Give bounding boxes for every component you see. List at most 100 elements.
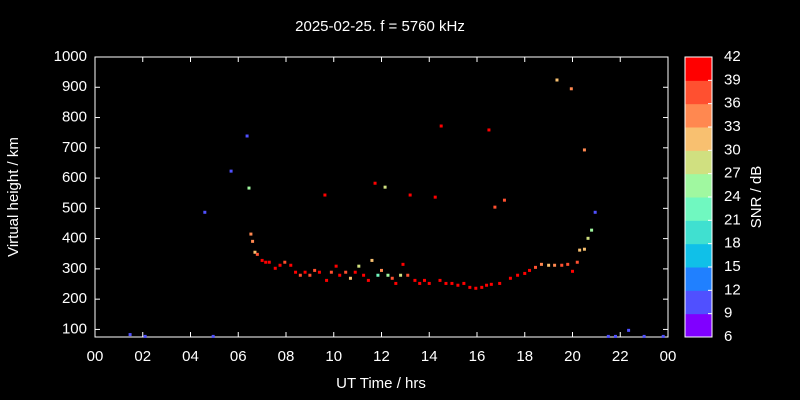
point [278, 263, 282, 267]
y-tick-label: 800 [62, 109, 87, 126]
point [255, 252, 259, 256]
point [334, 264, 338, 268]
colorbar-tick-label: 6 [724, 328, 732, 345]
point [586, 236, 590, 240]
point [143, 334, 147, 338]
point [338, 273, 342, 277]
point [444, 281, 448, 285]
point [264, 260, 268, 264]
point [401, 262, 405, 266]
point [408, 193, 412, 197]
point [566, 262, 570, 266]
point [323, 193, 327, 197]
point [348, 276, 352, 280]
point [247, 186, 251, 190]
colorbar-band [685, 103, 712, 128]
x-axis-label: UT Time / hrs [336, 375, 426, 392]
point [468, 285, 472, 289]
x-tick-label: 14 [421, 348, 438, 365]
colorbar-tick-label: 12 [724, 281, 741, 298]
point [642, 334, 646, 338]
point [344, 270, 348, 274]
point [390, 276, 394, 280]
point [362, 273, 366, 277]
point [613, 334, 617, 338]
point [590, 228, 594, 232]
x-tick-label: 04 [182, 348, 199, 365]
point [353, 270, 357, 274]
point [438, 278, 442, 282]
point [308, 273, 312, 277]
point [508, 276, 512, 280]
x-tick-label: 10 [325, 348, 342, 365]
point [294, 270, 298, 274]
x-tick-label: 16 [469, 348, 486, 365]
point [373, 181, 377, 185]
y-tick-label: 1000 [54, 48, 87, 65]
colorbar-band [685, 290, 712, 315]
colorbar-tick-label: 36 [724, 95, 741, 112]
point [547, 263, 551, 267]
point [487, 128, 491, 132]
colorbar-tick-label: 24 [724, 188, 741, 205]
point [493, 205, 497, 209]
colorbar-tick-label: 33 [724, 118, 741, 135]
point [528, 268, 532, 272]
point [582, 148, 586, 152]
point [606, 334, 610, 338]
point [560, 263, 564, 267]
y-tick-label: 400 [62, 230, 87, 247]
y-tick-label: 700 [62, 139, 87, 156]
colorbar-band [685, 197, 712, 221]
point [539, 262, 543, 266]
colorbar-band [685, 313, 712, 338]
point [489, 282, 493, 286]
point [273, 266, 277, 270]
point [502, 198, 506, 202]
point [456, 283, 460, 287]
x-tick-label: 08 [278, 348, 295, 365]
point [245, 134, 249, 138]
point [357, 264, 361, 268]
colorbar-tick-label: 9 [724, 305, 732, 322]
colorbar-tick-label: 39 [724, 71, 741, 88]
x-tick-label: 02 [134, 348, 151, 365]
point [394, 281, 398, 285]
point [485, 283, 489, 287]
point [498, 281, 502, 285]
y-axis-label: Virtual height / km [5, 137, 22, 257]
point [553, 263, 557, 267]
point [422, 278, 426, 282]
point [569, 87, 573, 91]
point [413, 278, 417, 282]
y-tick-label: 600 [62, 169, 87, 186]
x-tick-label: 18 [516, 348, 533, 365]
point [480, 285, 484, 289]
point [376, 273, 380, 277]
colorbar-tick-label: 42 [724, 48, 741, 65]
x-tick-label: 00 [87, 348, 104, 365]
point [439, 124, 443, 128]
point [211, 334, 215, 338]
colorbar-band [685, 267, 712, 291]
point [289, 263, 293, 267]
point [383, 185, 387, 189]
colorbar-band [685, 220, 712, 245]
point [433, 195, 437, 199]
x-tick-label: 20 [564, 348, 581, 365]
point [380, 268, 383, 272]
y-tick-label: 500 [62, 199, 87, 216]
colorbar-band [685, 57, 712, 81]
x-tick-label: 00 [660, 348, 677, 365]
point [582, 247, 586, 251]
point [203, 210, 207, 214]
point [386, 273, 390, 277]
point [370, 258, 374, 262]
point [474, 286, 478, 290]
colorbar-tick-label: 30 [724, 141, 741, 158]
point [575, 260, 579, 264]
x-tick-label: 22 [612, 348, 629, 365]
x-tick-label: 06 [230, 348, 247, 365]
point [253, 250, 257, 254]
